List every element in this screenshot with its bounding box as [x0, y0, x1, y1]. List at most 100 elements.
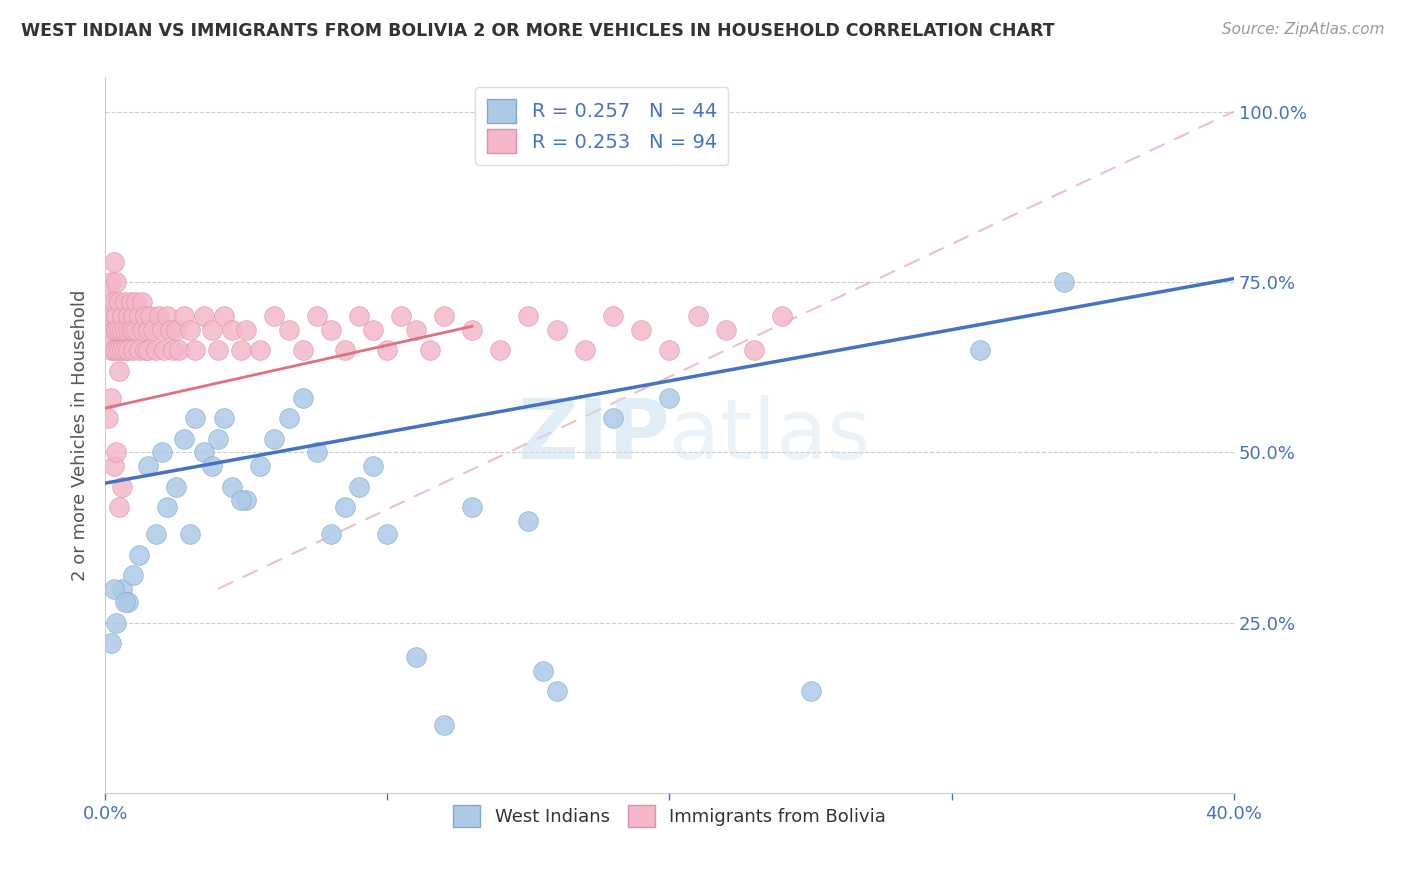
Point — [277, 323, 299, 337]
Point — [108, 295, 131, 310]
Point — [117, 595, 139, 609]
Point — [105, 343, 128, 358]
Point — [105, 615, 128, 630]
Point — [111, 323, 134, 337]
Point — [105, 445, 128, 459]
Point — [136, 323, 159, 337]
Point — [201, 459, 224, 474]
Point — [658, 391, 681, 405]
Point — [221, 479, 243, 493]
Point — [117, 323, 139, 337]
Point — [1053, 275, 1076, 289]
Point — [156, 500, 179, 514]
Point — [114, 295, 136, 310]
Point — [120, 295, 142, 310]
Point — [108, 323, 131, 337]
Point — [574, 343, 596, 358]
Point — [150, 445, 173, 459]
Point — [179, 527, 201, 541]
Point — [630, 323, 652, 337]
Point — [277, 411, 299, 425]
Point — [291, 391, 314, 405]
Point — [100, 391, 122, 405]
Point — [122, 343, 145, 358]
Point — [142, 323, 165, 337]
Point — [229, 343, 252, 358]
Point — [405, 650, 427, 665]
Point — [122, 309, 145, 323]
Point — [391, 309, 413, 323]
Point — [145, 343, 167, 358]
Point — [103, 254, 125, 268]
Point — [173, 309, 195, 323]
Point — [120, 323, 142, 337]
Point — [377, 527, 399, 541]
Point — [405, 323, 427, 337]
Point — [333, 343, 356, 358]
Point — [111, 309, 134, 323]
Point — [136, 343, 159, 358]
Point — [517, 514, 540, 528]
Point — [800, 684, 823, 698]
Point — [193, 445, 215, 459]
Point — [165, 479, 187, 493]
Point — [742, 343, 765, 358]
Point — [114, 323, 136, 337]
Point — [134, 343, 156, 358]
Legend: West Indians, Immigrants from Bolivia: West Indians, Immigrants from Bolivia — [446, 798, 893, 834]
Point — [263, 309, 285, 323]
Point — [100, 343, 122, 358]
Point — [128, 548, 150, 562]
Point — [150, 323, 173, 337]
Point — [100, 309, 122, 323]
Point — [221, 323, 243, 337]
Point — [148, 309, 170, 323]
Point — [136, 459, 159, 474]
Point — [714, 323, 737, 337]
Point — [159, 323, 181, 337]
Point — [969, 343, 991, 358]
Point — [108, 500, 131, 514]
Point — [139, 309, 162, 323]
Point — [517, 309, 540, 323]
Point — [546, 323, 568, 337]
Point — [361, 459, 384, 474]
Point — [97, 323, 120, 337]
Point — [305, 445, 328, 459]
Point — [531, 664, 554, 678]
Point — [184, 343, 207, 358]
Point — [105, 309, 128, 323]
Point — [162, 343, 184, 358]
Text: ZIP: ZIP — [517, 395, 669, 476]
Point — [179, 323, 201, 337]
Point — [111, 479, 134, 493]
Point — [207, 432, 229, 446]
Point — [103, 582, 125, 596]
Point — [122, 323, 145, 337]
Point — [229, 493, 252, 508]
Point — [125, 295, 148, 310]
Point — [319, 323, 342, 337]
Point — [361, 323, 384, 337]
Point — [173, 432, 195, 446]
Point — [108, 363, 131, 377]
Point — [111, 343, 134, 358]
Point — [100, 275, 122, 289]
Point — [212, 411, 235, 425]
Point — [347, 479, 370, 493]
Point — [770, 309, 793, 323]
Text: atlas: atlas — [669, 395, 872, 476]
Point — [658, 343, 681, 358]
Point — [165, 323, 187, 337]
Point — [97, 295, 120, 310]
Point — [117, 343, 139, 358]
Point — [333, 500, 356, 514]
Point — [184, 411, 207, 425]
Point — [193, 309, 215, 323]
Point — [489, 343, 512, 358]
Point — [125, 323, 148, 337]
Point — [131, 295, 153, 310]
Point — [461, 500, 484, 514]
Point — [249, 459, 271, 474]
Point — [461, 323, 484, 337]
